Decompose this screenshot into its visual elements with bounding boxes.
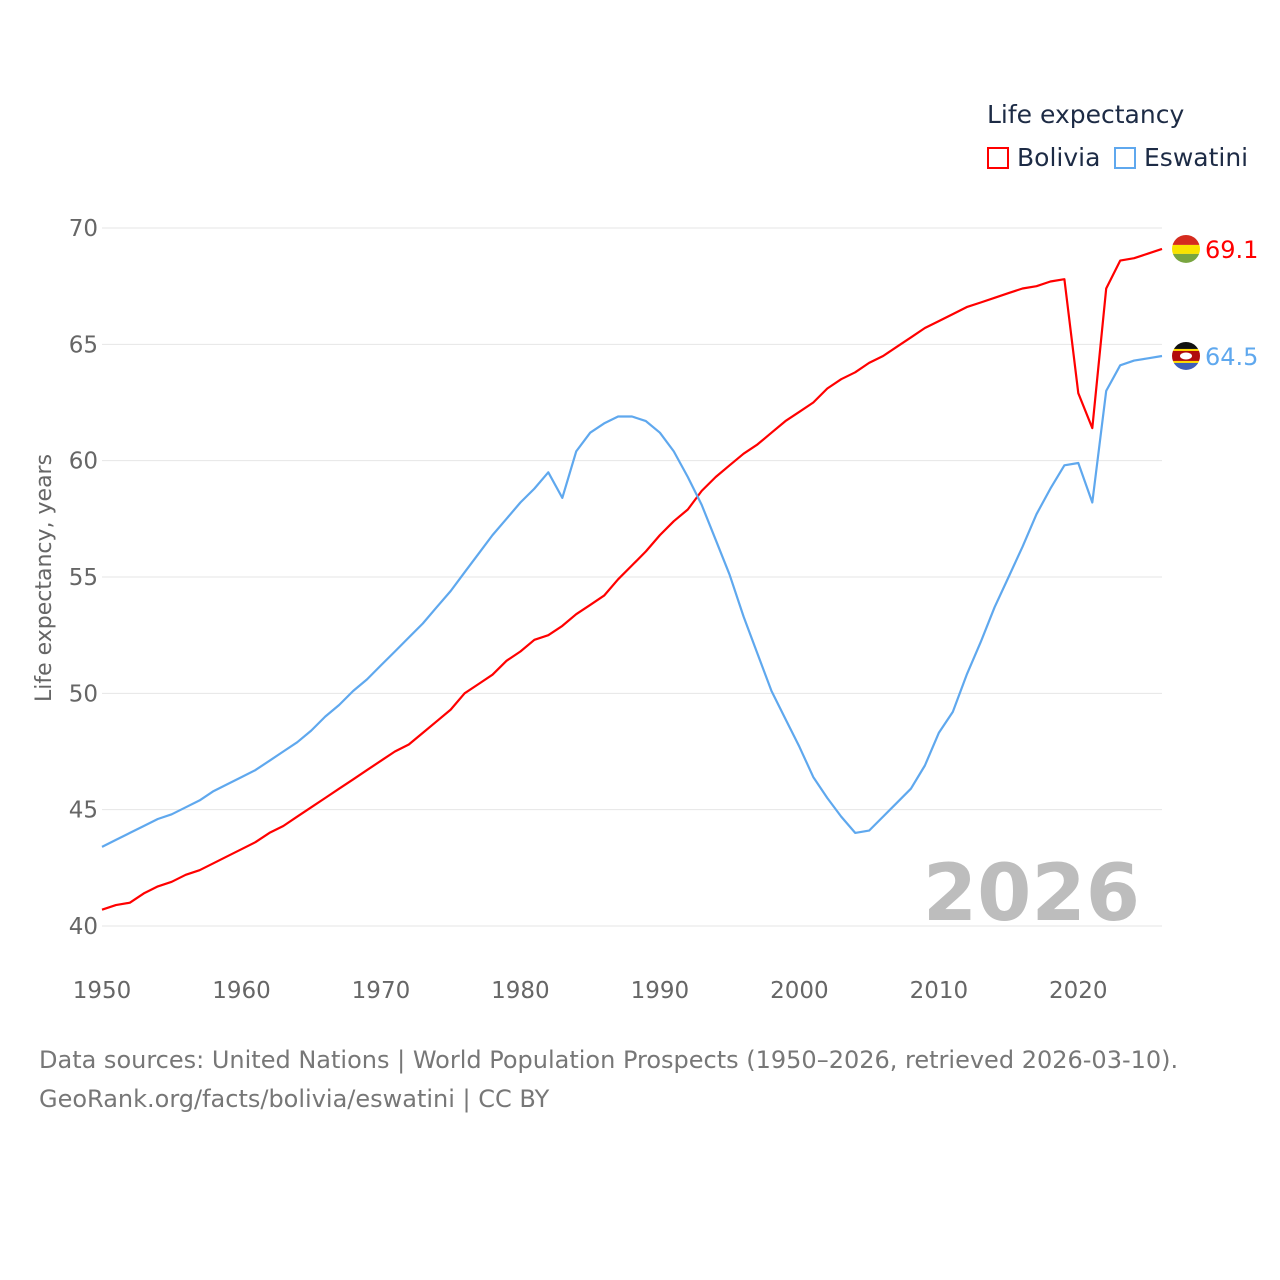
x-tick-label: 2020 xyxy=(1049,978,1108,1004)
flag-icon-bolivia xyxy=(1172,234,1200,263)
y-tick-label: 50 xyxy=(69,681,98,707)
year-watermark: 2026 xyxy=(923,849,1140,939)
x-tick-label: 1980 xyxy=(491,978,550,1004)
y-tick-label: 45 xyxy=(69,798,98,824)
x-tick-label: 1990 xyxy=(631,978,690,1004)
y-tick-label: 55 xyxy=(69,565,98,591)
attribution-link[interactable]: GeoRank.org/facts/bolivia/eswatini | CC … xyxy=(39,1085,550,1113)
end-value-label-bolivia: 69.1 xyxy=(1205,236,1258,264)
y-tick-label: 70 xyxy=(69,216,98,242)
series-line-bolivia xyxy=(101,247,1163,911)
end-value-label-eswatini: 64.5 xyxy=(1205,343,1258,371)
y-tick-label: 60 xyxy=(69,449,98,475)
y-axis-label: Life expectancy, years xyxy=(32,454,57,702)
x-tick-label: 2000 xyxy=(770,978,829,1004)
legend-swatch-eswatini xyxy=(1114,146,1136,169)
legend-swatch-bolivia xyxy=(987,146,1009,169)
y-tick-label: 65 xyxy=(69,332,98,358)
y-tick-label: 40 xyxy=(69,914,98,940)
flag-icon-eswatini xyxy=(1172,341,1200,370)
legend-item-eswatini[interactable]: Eswatini xyxy=(1114,143,1248,172)
series-line-eswatini xyxy=(101,354,1163,848)
x-tick-label: 2010 xyxy=(910,978,969,1004)
legend-label-eswatini: Eswatini xyxy=(1144,143,1249,172)
x-tick-label: 1950 xyxy=(73,978,132,1004)
source-text: Data sources: United Nations | World Pop… xyxy=(39,1046,1179,1074)
legend-item-bolivia[interactable]: Bolivia xyxy=(987,143,1100,172)
legend-label-bolivia: Bolivia xyxy=(1017,143,1101,172)
x-tick-label: 1960 xyxy=(212,978,271,1004)
x-tick-label: 1970 xyxy=(352,978,411,1004)
legend-title: Life expectancy xyxy=(987,100,1185,129)
